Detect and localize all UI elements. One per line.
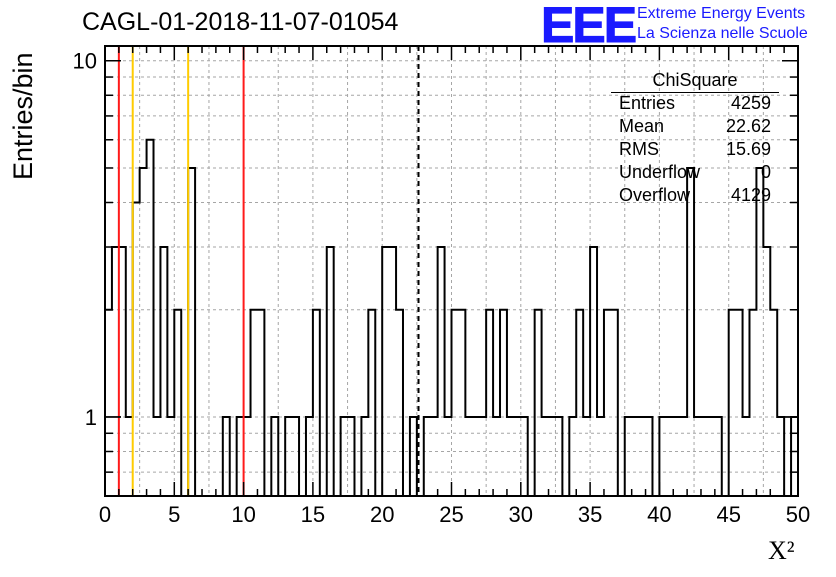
chart-title: CAGL-01-2018-11-07-01054 xyxy=(82,8,399,36)
stats-divider xyxy=(611,92,779,93)
x-tick-label: 15 xyxy=(301,502,325,527)
x-tick-label: 5 xyxy=(168,502,180,527)
x-axis-label: X² xyxy=(768,536,795,565)
stats-title: ChiSquare xyxy=(652,70,738,90)
y-tick-label: 10 xyxy=(73,49,97,74)
stats-label: Mean xyxy=(619,116,665,136)
stats-value: 0 xyxy=(760,162,771,182)
x-tick-label: 30 xyxy=(509,502,533,527)
reference-lines-layer xyxy=(117,46,420,496)
stats-label: RMS xyxy=(619,139,659,159)
stats-value: 4129 xyxy=(730,185,771,205)
stats-label: Entries xyxy=(619,93,676,113)
tick-label-layer: 0 5 10 15 20 25 30 35 40 45 50 1 10 xyxy=(73,49,811,527)
x-tick-label: 20 xyxy=(370,502,394,527)
x-tick-label: 40 xyxy=(647,502,671,527)
stats-label: Overflow xyxy=(619,185,691,205)
x-tick-label: 50 xyxy=(786,502,810,527)
stats-row-mean: Mean 22.62 xyxy=(619,116,771,138)
stats-row-overflow: Overflow 4129 xyxy=(619,185,771,207)
y-tick-label: 1 xyxy=(85,405,97,430)
logo-line-1: Extreme Energy Events xyxy=(637,5,806,22)
stats-value: 4259 xyxy=(730,93,771,113)
logo-line-2: La Scienza nelle Scuole xyxy=(637,25,808,42)
logo-mark: EEE xyxy=(540,0,637,53)
eee-logo: EEE Extreme Energy Events La Scienza nel… xyxy=(540,0,833,53)
stats-value: 22.62 xyxy=(725,116,771,136)
x-tick-label: 45 xyxy=(716,502,740,527)
stats-row-underflow: Underflow 0 xyxy=(619,162,771,184)
x-tick-label: 35 xyxy=(578,502,602,527)
x-tick-label: 0 xyxy=(99,502,111,527)
stats-value: 15.69 xyxy=(725,139,771,159)
stats-box: ChiSquare Entries 4259 Mean 22.62 RMS 15… xyxy=(611,70,779,212)
x-tick-label: 10 xyxy=(231,502,255,527)
y-axis-label: Entries/bin xyxy=(8,52,38,180)
stats-label: Underflow xyxy=(619,162,701,182)
x-tick-label: 25 xyxy=(439,502,463,527)
stats-row-rms: RMS 15.69 xyxy=(619,139,771,161)
tick-layer xyxy=(104,46,799,497)
stats-row-entries: Entries 4259 xyxy=(619,93,771,115)
